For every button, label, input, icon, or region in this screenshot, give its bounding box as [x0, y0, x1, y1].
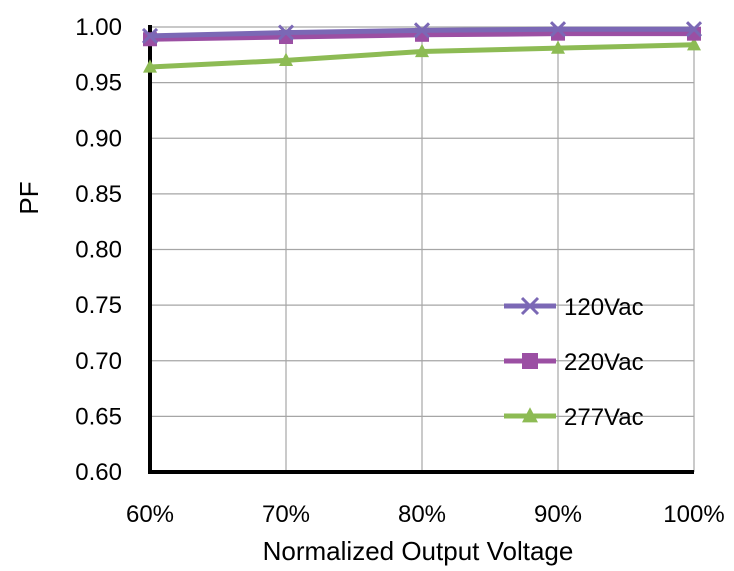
legend-label: 120Vac [564, 294, 644, 321]
x-marker [413, 22, 431, 39]
y-tick-label: 0.85 [75, 181, 122, 208]
x-marker-stroke [685, 21, 703, 38]
triangle-marker [415, 43, 429, 58]
y-tick-label: 0.60 [75, 459, 122, 486]
x-marker-stroke [277, 24, 295, 41]
x-marker [520, 296, 540, 316]
axes [148, 25, 694, 474]
x-tick-label: 100% [663, 501, 724, 528]
y-axis-title: PF [14, 181, 44, 214]
legend-label: 220Vac [564, 349, 644, 376]
triangle-marker [279, 52, 293, 66]
y-tick-labels: 0.60 0.65 0.70 0.75 0.80 0.85 0.90 0.95 1.00 [75, 14, 122, 486]
x-marker [277, 24, 295, 41]
triangle-marker [143, 59, 157, 73]
x-tick-label: 60% [126, 501, 174, 528]
x-marker [141, 27, 159, 44]
x-tick-label: 70% [262, 501, 310, 528]
triangle-marker [551, 40, 565, 54]
series-lines [141, 21, 703, 73]
x-marker-stroke [413, 22, 431, 39]
x-marker-stroke [141, 27, 159, 44]
x-tick-labels: 60% 70% 80% 90% 100% [126, 501, 725, 528]
x-marker [685, 21, 703, 38]
y-tick-label: 0.75 [75, 292, 122, 319]
triangle-marker [522, 407, 538, 423]
x-marker-stroke [549, 21, 567, 38]
x-marker-stroke [520, 296, 540, 316]
y-tick-label: 0.70 [75, 348, 122, 375]
grid-lines [150, 26, 695, 472]
x-tick-label: 90% [534, 501, 582, 528]
y-tick-label: 0.95 [75, 70, 122, 97]
legend: 120Vac 220Vac 277Vac [504, 294, 644, 431]
y-tick-label: 1.00 [75, 14, 122, 41]
triangle-marker [687, 37, 701, 51]
x-marker [549, 21, 567, 38]
x-tick-label: 80% [398, 501, 446, 528]
y-tick-label: 0.80 [75, 237, 122, 264]
y-tick-label: 0.65 [75, 403, 122, 430]
legend-label: 277Vac [564, 404, 644, 431]
y-tick-label: 0.90 [75, 125, 122, 152]
x-axis-title: Normalized Output Voltage [263, 536, 574, 566]
square-marker [522, 353, 538, 369]
